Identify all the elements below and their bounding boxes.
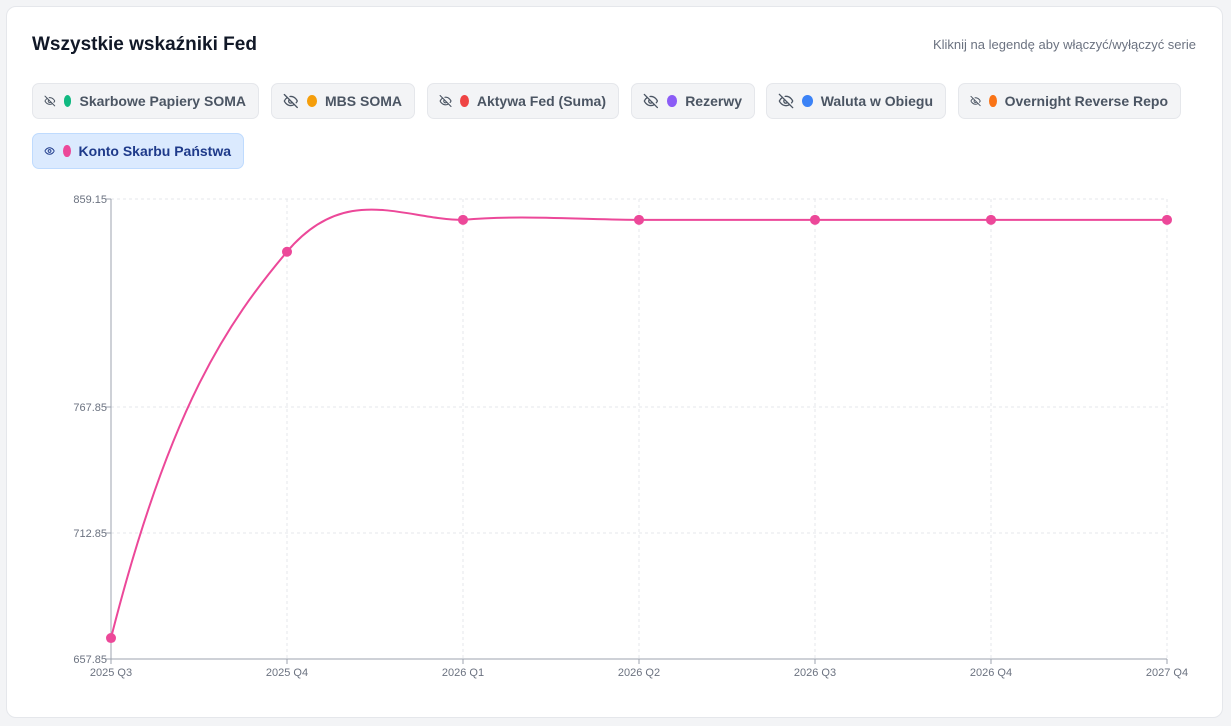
- series-color-dot: [802, 95, 813, 107]
- chart-card: Wszystkie wskaźniki Fed Kliknij na legen…: [6, 6, 1223, 718]
- legend-toggle-reserves[interactable]: Rezerwy: [631, 83, 755, 119]
- eye-off-icon: [283, 93, 298, 109]
- x-tick-label: 2026 Q3: [794, 667, 836, 679]
- data-point: [106, 633, 116, 644]
- y-tick-label: 712.85: [73, 528, 107, 540]
- data-point: [634, 214, 644, 225]
- y-tick-label: 767.85: [73, 402, 107, 414]
- legend-label: Waluta w Obiegu: [820, 93, 933, 109]
- y-tick-label: 859.15: [73, 194, 107, 206]
- x-tick-label: 2025 Q4: [266, 667, 308, 679]
- legend-toggle-treasury-account[interactable]: Konto Skarbu Państwa: [32, 133, 244, 169]
- eye-icon: [44, 147, 55, 155]
- data-point: [282, 246, 292, 257]
- legend-label: Konto Skarbu Państwa: [78, 143, 231, 159]
- legend-label: Aktywa Fed (Suma): [476, 93, 606, 109]
- eye-off-icon: [439, 94, 452, 108]
- series-color-dot: [63, 95, 72, 107]
- legend-toggle-fed-assets[interactable]: Aktywa Fed (Suma): [427, 83, 619, 119]
- legend-label: Rezerwy: [685, 93, 742, 109]
- x-tick-label: 2026 Q4: [970, 667, 1012, 679]
- data-point: [810, 214, 820, 225]
- legend-label: Skarbowe Papiery SOMA: [79, 93, 246, 109]
- eye-off-icon: [778, 93, 794, 109]
- x-tick-label: 2025 Q3: [90, 667, 132, 679]
- legend-label: Overnight Reverse Repo: [1004, 93, 1168, 109]
- x-tick-label: 2026 Q2: [618, 667, 660, 679]
- series-color-dot: [460, 95, 469, 107]
- series-color-dot: [989, 95, 997, 107]
- legend-toggle-currency[interactable]: Waluta w Obiegu: [766, 83, 946, 119]
- legend-label: MBS SOMA: [325, 93, 402, 109]
- data-point: [986, 214, 996, 225]
- legend-toggle-reverse-repo[interactable]: Overnight Reverse Repo: [958, 83, 1181, 119]
- series-color-dot: [666, 95, 678, 107]
- y-tick-label: 657.85: [73, 654, 107, 666]
- series-color-dot: [306, 95, 317, 107]
- series-color-dot: [63, 145, 71, 157]
- chart-title: Wszystkie wskaźniki Fed: [32, 34, 257, 55]
- data-point: [458, 214, 468, 225]
- legend-hint: Kliknij na legendę aby włączyć/wyłączyć …: [932, 37, 1196, 52]
- x-tick-label: 2026 Q1: [442, 667, 484, 679]
- eye-off-icon: [970, 95, 981, 107]
- legend-toggle-mbs-soma[interactable]: MBS SOMA: [271, 83, 415, 119]
- legend-toggle-soma-treasuries[interactable]: Skarbowe Papiery SOMA: [32, 83, 259, 119]
- eye-off-icon: [44, 95, 56, 107]
- eye-off-icon: [643, 93, 659, 109]
- data-point: [1162, 214, 1172, 225]
- x-tick-label: 2027 Q4: [1146, 667, 1188, 679]
